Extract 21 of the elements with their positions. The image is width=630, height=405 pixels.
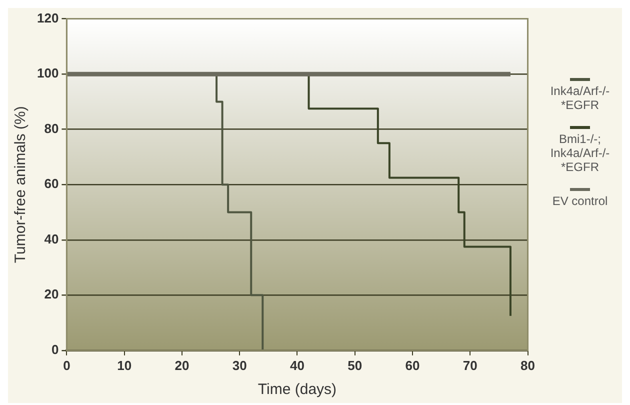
x-tick-label: 50 [348,358,362,373]
x-tick-label: 0 [63,358,70,373]
y-tick-label: 40 [44,231,59,246]
x-tick-label: 10 [117,358,132,373]
y-tick-label: 20 [44,286,59,302]
legend-label: Bmi1-/-; Ink4a/Arf-/- *EGFR [549,132,611,174]
y-tick-label: 80 [44,120,59,136]
y-tick-label: 100 [36,66,59,81]
legend-label: Ink4a/Arf-/- *EGFR [549,84,611,112]
y-tick-label: 120 [36,10,59,26]
x-tick-label: 70 [462,358,478,373]
x-tick-label: 40 [290,358,304,373]
y-axis-title: Tumor-free animals (%) [12,106,30,264]
x-axis-title: Time (days) [258,381,337,398]
x-tick-label: 60 [405,358,420,373]
y-tick-label: 0 [51,342,59,357]
x-tick-label: 80 [520,358,536,373]
x-tick-label: 30 [232,358,247,373]
y-tick-label: 60 [44,176,59,192]
legend-label: EV control [551,194,609,208]
x-tick-label: 20 [174,358,190,373]
